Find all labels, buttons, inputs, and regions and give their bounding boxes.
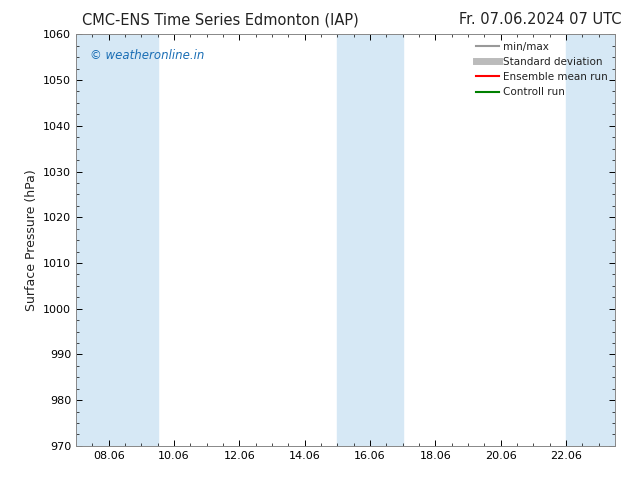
Bar bbox=[566, 34, 615, 446]
Y-axis label: Surface Pressure (hPa): Surface Pressure (hPa) bbox=[25, 169, 37, 311]
Bar bbox=[337, 34, 403, 446]
Text: CMC-ENS Time Series Edmonton (IAP): CMC-ENS Time Series Edmonton (IAP) bbox=[82, 12, 359, 27]
Text: © weatheronline.in: © weatheronline.in bbox=[89, 49, 204, 62]
Legend: min/max, Standard deviation, Ensemble mean run, Controll run: min/max, Standard deviation, Ensemble me… bbox=[472, 37, 612, 101]
Bar bbox=[76, 34, 158, 446]
Text: Fr. 07.06.2024 07 UTC: Fr. 07.06.2024 07 UTC bbox=[459, 12, 621, 27]
